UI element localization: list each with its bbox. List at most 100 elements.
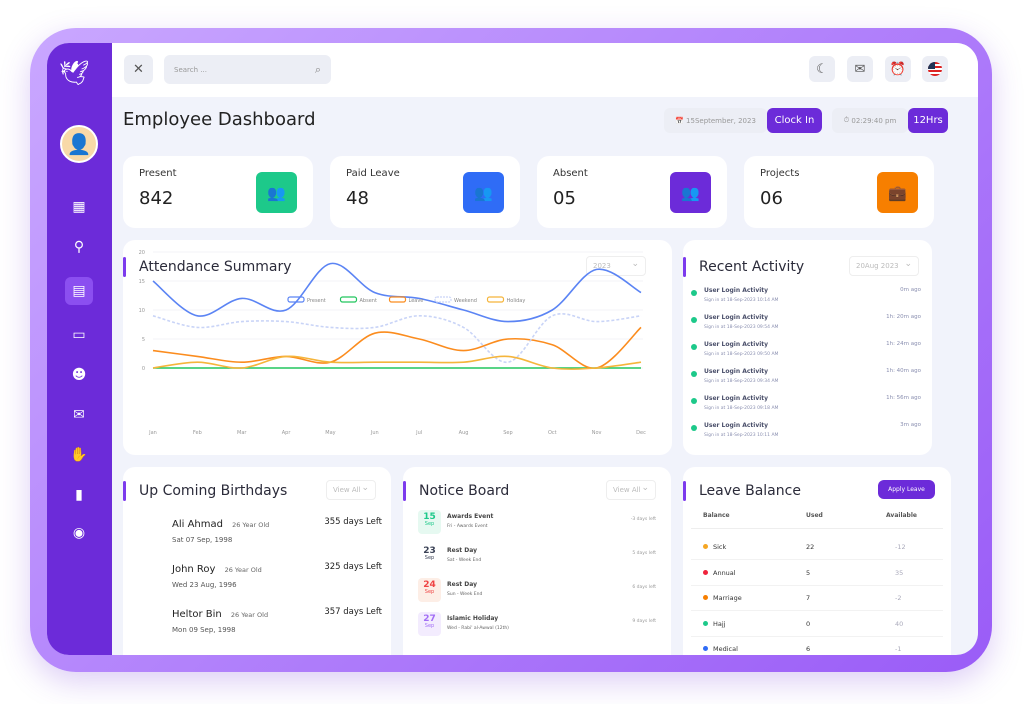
leave-color-dot [703, 646, 708, 651]
sidebar: 🕊 👤 ▦ ⚲ ▤ ▭ ☻ ✉ ✋ ▮ ◉ [47, 43, 112, 655]
birthday-age: 26 Year Old [230, 611, 269, 619]
topbar: ✕ Search ... ⌕ ☾ ✉ ⏰ [112, 43, 978, 97]
activity-subtitle: Sign in at 18-Sep-2023 09:50 AM [704, 352, 779, 357]
birthdays-view-all[interactable]: View All [326, 480, 376, 500]
birthday-item: Heltor Bin 26 Year Old Mon 09 Sep, 1998 35… [172, 602, 382, 638]
notice-month: Sep [424, 521, 435, 527]
user-search-icon[interactable]: ⚲ [73, 239, 85, 255]
card-icon[interactable]: ▭ [72, 327, 86, 343]
birthday-days-left: 355 days Left [324, 517, 382, 527]
notice-month: Sep [424, 623, 435, 629]
activity-title: User Login Activity [704, 314, 769, 321]
activity-time: 3m ago [900, 422, 921, 428]
time-display: ⏱ 02:29:40 pm [832, 108, 908, 133]
notice-item: 23 Sep Rest Day Sat - Week End 5 days left [418, 544, 656, 568]
series-line-holiday [152, 355, 642, 370]
leave-available: 35 [895, 568, 904, 577]
activity-subtitle: Sign in at 18-Sep-2023 09:54 AM [704, 325, 779, 330]
y-tick-label: 0 [142, 366, 145, 372]
leave-used: 0 [806, 619, 811, 628]
bell-icon[interactable]: ⏰ [885, 56, 911, 82]
legend-swatch [388, 296, 407, 303]
leave-row: Medical 6 -1 [691, 637, 943, 655]
notice-month: Sep [424, 555, 435, 561]
status-dot [691, 425, 697, 431]
leave-used: 5 [806, 568, 811, 577]
notice-days-left: -3 days left [630, 517, 656, 522]
birthday-name: John Roy [172, 564, 216, 575]
leave-available: -2 [895, 594, 902, 602]
x-tick-label: Nov [592, 430, 602, 436]
robot-icon[interactable]: ☻ [71, 367, 87, 383]
activity-title: User Login Activity [704, 422, 769, 429]
leave-type: Hajj [713, 619, 726, 628]
legend-label: Absent [360, 298, 377, 304]
leave-type: Annual [713, 568, 736, 577]
leave-available: 40 [895, 619, 904, 628]
legend-label: Present [307, 298, 326, 304]
leave-available: -1 [895, 645, 902, 653]
notice-item: 24 Sep Rest Day Sun - Week End 6 days left [418, 578, 656, 602]
leave-available: -12 [895, 543, 906, 551]
date-text: 15September, 2023 [686, 116, 756, 125]
user-leave-icon: 👥 [463, 172, 504, 213]
legend-label: Leave [409, 298, 424, 304]
chat-icon[interactable]: ✉ [73, 407, 85, 423]
birthday-name: Heltor Bin [172, 609, 222, 620]
search-input[interactable]: Search ... ⌕ [164, 55, 331, 84]
notice-days-left: 6 days left [632, 585, 656, 590]
stat-value: 842 [139, 188, 174, 209]
hours-badge: 12Hrs [908, 108, 948, 133]
leave-row: Hajj 0 40 [691, 612, 943, 637]
notice-title: Awards Event [447, 513, 494, 520]
time-text: 02:29:40 pm [851, 116, 897, 125]
notice-item: 27 Sep Islamic Holiday Wed - Rabi' al-Awwal… [418, 612, 656, 636]
notice-date-badge: 23 Sep [418, 544, 441, 568]
notice-view-all[interactable]: View All [606, 480, 656, 500]
user-absent-icon: 👥 [670, 172, 711, 213]
notice-title: Notice Board [402, 481, 510, 501]
chart-icon[interactable]: ▮ [75, 487, 83, 503]
x-tick-label: Apr [282, 430, 292, 436]
leave-header: Balance [703, 512, 730, 519]
avatar[interactable]: 👤 [60, 125, 98, 163]
moon-icon[interactable]: ☾ [809, 56, 835, 82]
series-line-leave [152, 326, 642, 369]
birthdays-title: Up Coming Birthdays [122, 481, 288, 501]
mail-icon[interactable]: ✉ [847, 56, 873, 82]
leave-used: 6 [806, 645, 811, 653]
status-dot [691, 371, 697, 377]
close-icon[interactable]: ✕ [124, 55, 153, 84]
date-display: 📅 15September, 2023 [664, 108, 767, 133]
birthday-date: Mon 09 Sep, 1998 [172, 626, 236, 634]
activity-item: User Login Activity Sign in at 18-Sep-202… [691, 368, 921, 392]
activity-date-select[interactable]: 20Aug 2023 [849, 256, 919, 276]
x-tick-label: Jul [415, 430, 422, 436]
y-tick-label: 15 [139, 279, 145, 285]
notice-subtitle: Fri - Awards Event [447, 524, 488, 529]
activity-item: User Login Activity Sign in at 18-Sep-202… [691, 422, 921, 446]
activity-item: User Login Activity Sign in at 18-Sep-202… [691, 341, 921, 365]
leave-type: Marriage [713, 594, 742, 602]
x-tick-label: Sep [503, 430, 512, 436]
legend-label: Weekend [454, 298, 477, 304]
leave-title: Leave Balance [683, 481, 801, 501]
notice-item: 15 Sep Awards Event Fri - Awards Event -3 da… [418, 510, 656, 534]
notice-title: Rest Day [447, 547, 477, 554]
calendar-icon[interactable]: ▤ [65, 277, 93, 305]
leave-color-dot [703, 544, 708, 549]
user-circle-icon[interactable]: ◉ [72, 525, 86, 541]
stat-value: 48 [346, 188, 369, 209]
stat-value: 05 [553, 188, 576, 209]
notice-subtitle: Wed - Rabi' al-Awwal (12th) [447, 626, 509, 631]
birthday-date: Sat 07 Sep, 1998 [172, 536, 233, 544]
apply-leave-button[interactable]: Apply Leave [878, 480, 935, 499]
attendance-card: Attendance Summary 2023 05101520JanFebMa… [123, 240, 672, 455]
dashboard-icon[interactable]: ▦ [72, 199, 86, 215]
hand-money-icon[interactable]: ✋ [70, 447, 88, 463]
clock-in-button[interactable]: Clock In [767, 108, 822, 133]
us-flag-icon[interactable] [922, 56, 948, 82]
stat-card-present: Present 842 👥 [123, 156, 313, 228]
leave-color-dot [703, 569, 708, 575]
x-tick-label: Mar [237, 430, 247, 436]
